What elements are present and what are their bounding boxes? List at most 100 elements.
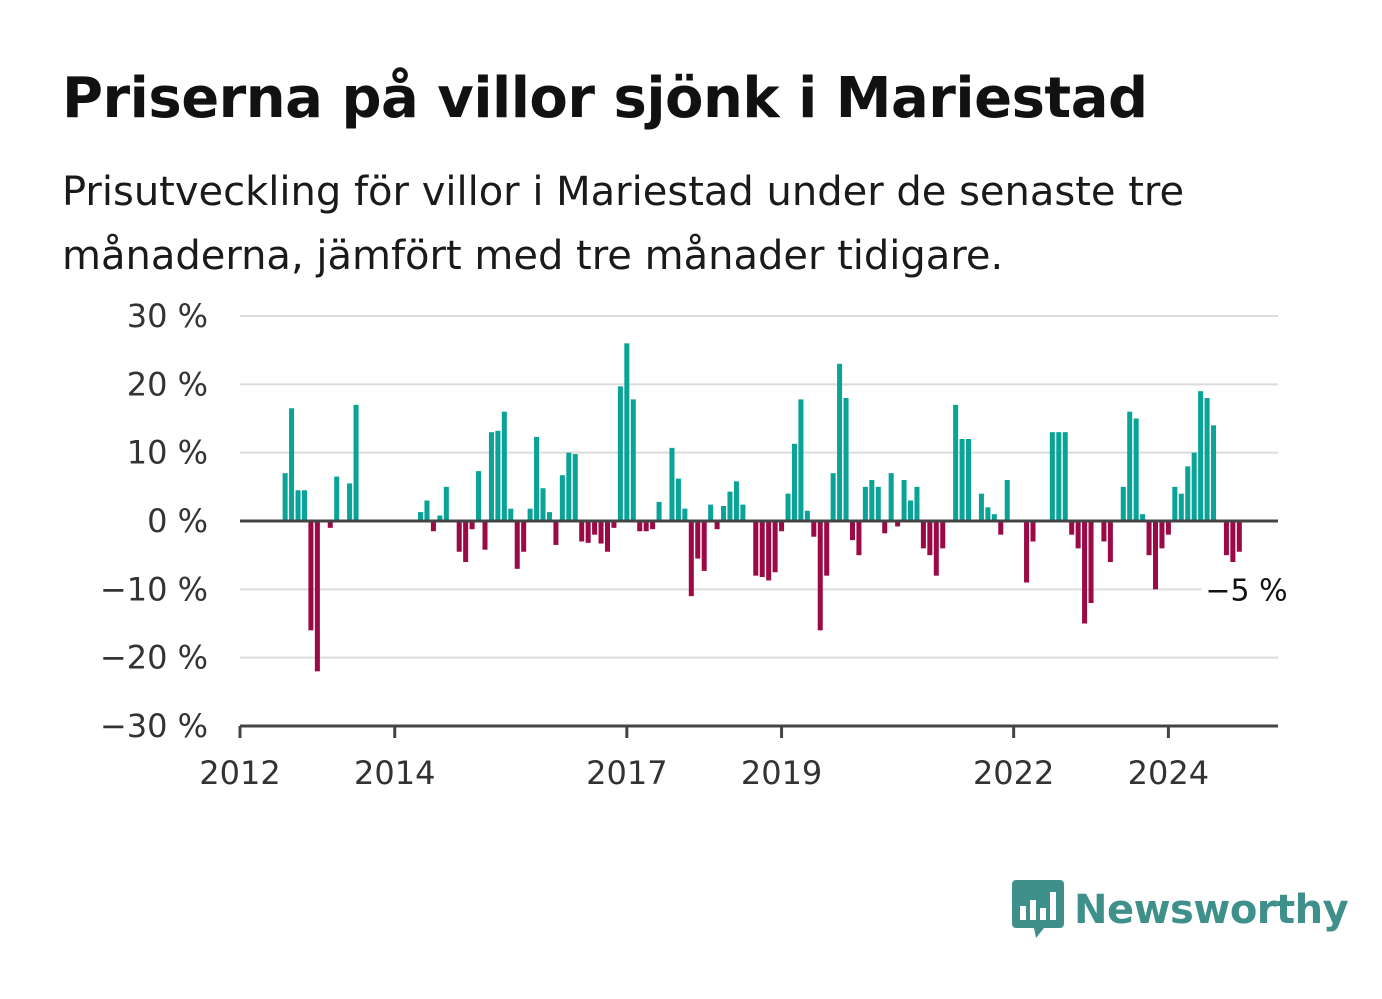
bar: [527, 508, 533, 521]
x-tick-label: 2024: [1128, 754, 1209, 792]
bar: [888, 473, 894, 521]
bar: [978, 493, 984, 521]
bar: [443, 486, 449, 521]
bar: [546, 512, 552, 521]
bar: [688, 521, 694, 597]
bar: [759, 521, 765, 578]
bar: [1088, 521, 1094, 603]
bar: [940, 521, 946, 549]
bar: [1191, 452, 1197, 521]
bar: [540, 488, 546, 521]
bar: [804, 510, 810, 521]
bar: [830, 473, 836, 521]
bar: [882, 521, 888, 534]
x-tick-label: 2012: [199, 754, 280, 792]
bar: [643, 521, 649, 532]
bar: [430, 521, 436, 532]
bar: [1120, 486, 1126, 521]
bar: [347, 483, 353, 521]
bar: [1049, 432, 1055, 521]
bar: [708, 504, 714, 521]
bar: [920, 521, 926, 549]
bar: [418, 512, 424, 521]
bar: [656, 501, 662, 521]
bar: [598, 521, 604, 544]
bar: [611, 521, 617, 528]
grid-lines: [240, 315, 1278, 659]
bar: [308, 521, 314, 631]
bar: [1159, 521, 1165, 549]
x-tick-label: 2019: [741, 754, 822, 792]
bar: [1133, 418, 1139, 521]
bar: [843, 398, 849, 521]
axes: [238, 519, 1278, 738]
bar: [353, 404, 359, 521]
bar: [488, 432, 494, 521]
bar: [875, 486, 881, 521]
bar: [1004, 480, 1010, 521]
bar: [791, 443, 797, 521]
y-tick-label: 20 %: [127, 365, 208, 403]
x-tick-label: 2022: [973, 754, 1054, 792]
bar: [624, 343, 630, 521]
y-tick-label: −10 %: [100, 570, 208, 608]
bar: [534, 436, 540, 521]
bar: [1056, 432, 1062, 521]
bar: [327, 521, 333, 528]
bar: [501, 411, 507, 521]
bar: [521, 521, 527, 552]
bar: [495, 430, 501, 521]
bar: [437, 515, 443, 521]
bar: [1069, 521, 1075, 535]
bar: [1107, 521, 1113, 562]
bar: [740, 504, 746, 521]
bar: [1030, 521, 1036, 542]
newsworthy-logo-icon: [1012, 880, 1064, 938]
bar: [856, 521, 862, 556]
bar: [604, 521, 611, 552]
bar: [1101, 521, 1107, 542]
bar: [630, 399, 636, 521]
bar: [482, 521, 488, 550]
chart-title: Priserna på villor sjönk i Mariestad: [62, 66, 1148, 131]
bar: [901, 480, 907, 521]
y-tick-label: −30 %: [100, 707, 208, 745]
bar: [456, 521, 462, 552]
bar: [1082, 521, 1088, 624]
bar: [559, 475, 565, 521]
y-tick-label: 30 %: [127, 297, 208, 335]
bar: [424, 500, 430, 521]
bar: [1204, 398, 1210, 521]
bar: [295, 490, 301, 521]
x-tick-label: 2014: [354, 754, 435, 792]
bar: [553, 521, 559, 545]
bar: [1172, 486, 1178, 521]
bar: [301, 490, 307, 521]
bar: [907, 500, 914, 521]
bar: [1152, 521, 1159, 590]
bar: [1140, 514, 1146, 521]
x-tick-label: 2017: [586, 754, 667, 792]
bar: [469, 521, 475, 530]
bar: [895, 521, 901, 527]
newsworthy-logo-text: Newsworthy: [1074, 887, 1349, 933]
last-value-label: −5 %: [1205, 573, 1287, 608]
bar: [1185, 466, 1191, 521]
bar: [733, 481, 739, 521]
chart-subtitle: Prisutveckling för villor i Mariestad un…: [62, 169, 1185, 279]
bar: [991, 514, 997, 521]
bar: [1075, 521, 1081, 549]
y-tick-label: 10 %: [127, 434, 208, 472]
bar: [824, 521, 830, 576]
bar: [862, 486, 868, 521]
bar: [953, 404, 959, 521]
bar: [572, 454, 578, 521]
bar: [933, 521, 939, 576]
bar: [334, 476, 340, 521]
bar: [1230, 521, 1236, 562]
bar: [927, 521, 933, 556]
bar: [675, 478, 681, 521]
bar: [314, 521, 320, 672]
bar: [998, 521, 1004, 535]
